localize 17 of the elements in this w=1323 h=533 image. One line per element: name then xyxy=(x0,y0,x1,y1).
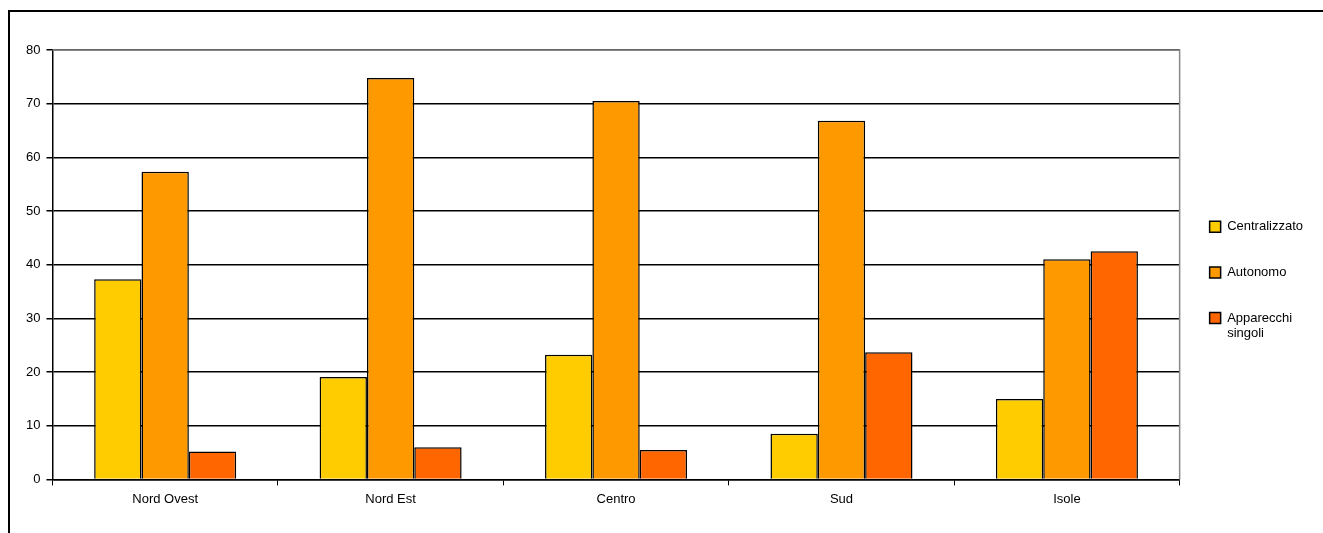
x-tick-label: Nord Est xyxy=(365,490,417,506)
y-tick-label: 40 xyxy=(25,256,41,272)
y-tick-label: 20 xyxy=(25,363,41,379)
legend-label: Centralizzato xyxy=(1227,218,1304,234)
x-tick-label: Nord Ovest xyxy=(132,490,199,506)
x-tick-label: Sud xyxy=(829,490,854,506)
x-tick-label: Centro xyxy=(596,490,636,506)
y-tick-label: 80 xyxy=(25,41,41,57)
y-tick-label: 50 xyxy=(25,202,41,218)
y-tick-label: 60 xyxy=(25,148,41,164)
y-tick-label: 30 xyxy=(25,309,41,325)
y-tick-label: 70 xyxy=(25,95,41,111)
x-tick-label: Isole xyxy=(1053,490,1081,506)
y-tick-label: 0 xyxy=(33,470,41,486)
legend-label: Autonomo xyxy=(1227,263,1287,279)
y-tick-label: 10 xyxy=(25,417,41,433)
legend-label: Apparecchi singoli xyxy=(1227,309,1293,341)
